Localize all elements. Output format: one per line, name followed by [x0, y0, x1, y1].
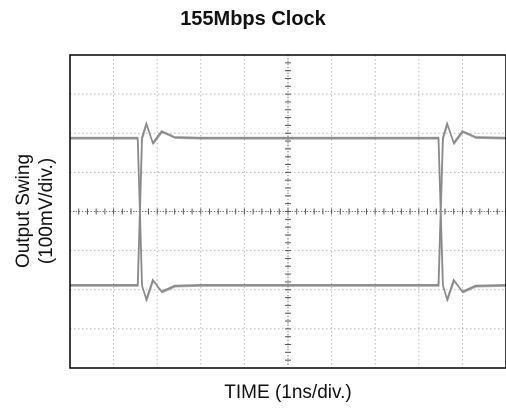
chart-title: 155Mbps Clock	[180, 8, 326, 30]
trace-line-series-2	[70, 123, 506, 303]
plot-frame	[69, 54, 506, 369]
x-axis-label: TIME (1ns/div.)	[224, 382, 352, 403]
trace-line-series-1	[70, 123, 506, 303]
trace-layer	[70, 120, 506, 303]
trace-line-series-2	[70, 121, 506, 301]
trace-line-series-1	[70, 121, 506, 301]
